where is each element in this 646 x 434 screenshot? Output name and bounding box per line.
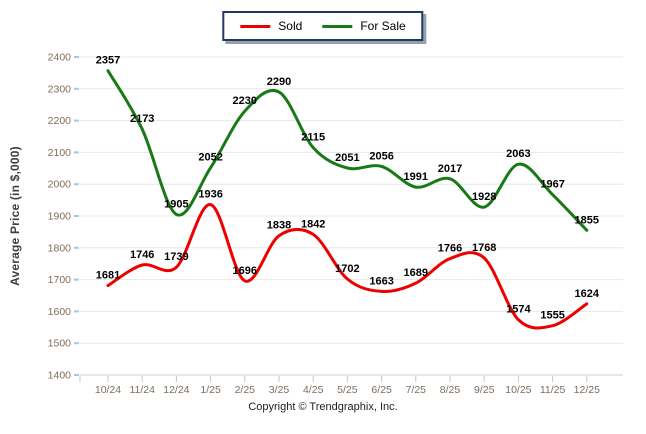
for-sale-data-label: 1928 <box>472 191 496 203</box>
for-sale-line-swatch <box>322 24 353 28</box>
x-tick-label: 11/25 <box>540 384 566 396</box>
for-sale-data-label: 2230 <box>233 95 257 107</box>
x-tick-label: 9/25 <box>474 384 495 396</box>
sold-data-label: 1702 <box>335 263 359 275</box>
for-sale-data-label: 2052 <box>198 152 222 164</box>
x-tick-label: 7/25 <box>406 384 427 396</box>
y-tick-label: 1700 <box>48 274 72 286</box>
y-tick-label: 2000 <box>48 179 72 191</box>
sold-data-label: 1842 <box>301 218 325 230</box>
y-tick-label: 2300 <box>48 83 72 95</box>
sold-data-label: 1768 <box>472 242 496 254</box>
for-sale-data-label: 1991 <box>404 171 428 183</box>
sold-series-line <box>106 203 589 330</box>
sold-data-label: 1689 <box>404 267 428 279</box>
x-tick-label: 6/25 <box>371 384 392 396</box>
sold-data-label: 1555 <box>540 310 564 322</box>
for-sale-data-label: 2115 <box>301 132 325 144</box>
sold-data-label: 1936 <box>198 189 222 201</box>
for-sale-data-label: 1855 <box>575 214 599 226</box>
chart-legend: Sold For Sale <box>222 11 424 41</box>
y-tick-label: 2400 <box>48 52 72 64</box>
sold-data-label: 1746 <box>130 249 154 261</box>
sold-data-label: 1696 <box>233 265 257 277</box>
for-sale-data-label: 2056 <box>369 150 393 162</box>
y-tick-label: 1400 <box>48 370 72 382</box>
sold-data-label: 1574 <box>506 304 531 316</box>
sold-data-label: 1739 <box>164 251 188 263</box>
sold-data-label: 1663 <box>369 275 393 287</box>
for-sale-data-label: 2357 <box>96 55 120 67</box>
legend-item-sold: Sold <box>240 19 302 33</box>
y-tick-label: 1800 <box>48 242 72 254</box>
sold-data-label: 1624 <box>575 288 600 300</box>
copyright-text: Copyright © Trendgraphix, Inc. <box>248 401 398 413</box>
x-tick-label: 11/24 <box>129 384 155 396</box>
legend-label-sold: Sold <box>278 19 303 33</box>
legend-label-for-sale: For Sale <box>360 19 406 33</box>
y-tick-label: 2100 <box>48 147 72 159</box>
x-tick-label: 12/24 <box>163 384 189 396</box>
x-tick-label: 3/25 <box>269 384 290 396</box>
x-tick-label: 2/25 <box>235 384 256 396</box>
sold-data-label: 1838 <box>267 220 291 232</box>
for-sale-data-label: 2063 <box>506 148 530 160</box>
x-tick-label: 10/24 <box>95 384 121 396</box>
x-tick-label: 4/25 <box>303 384 324 396</box>
for-sale-series-line <box>106 69 589 232</box>
x-tick-label: 1/25 <box>200 384 221 396</box>
for-sale-data-label: 2173 <box>130 113 154 125</box>
y-tick-label: 1500 <box>48 338 72 350</box>
x-tick-label: 8/25 <box>440 384 461 396</box>
x-tick-label: 10/25 <box>505 384 531 396</box>
for-sale-data-label: 2017 <box>438 163 462 175</box>
x-tick-label: 12/25 <box>574 384 600 396</box>
y-tick-label: 1900 <box>48 211 72 223</box>
sold-line-swatch <box>240 24 271 28</box>
y-tick-label: 1600 <box>48 306 72 318</box>
legend-item-for-sale: For Sale <box>322 19 406 33</box>
y-tick-label: 2200 <box>48 115 72 127</box>
x-tick-label: 5/25 <box>337 384 358 396</box>
for-sale-data-label: 1967 <box>540 179 564 191</box>
for-sale-data-label: 2290 <box>267 76 291 88</box>
for-sale-data-label: 1905 <box>164 198 188 210</box>
for-sale-data-label: 2051 <box>335 152 359 164</box>
sold-data-label: 1766 <box>438 243 462 255</box>
sold-data-label: 1681 <box>96 270 120 282</box>
